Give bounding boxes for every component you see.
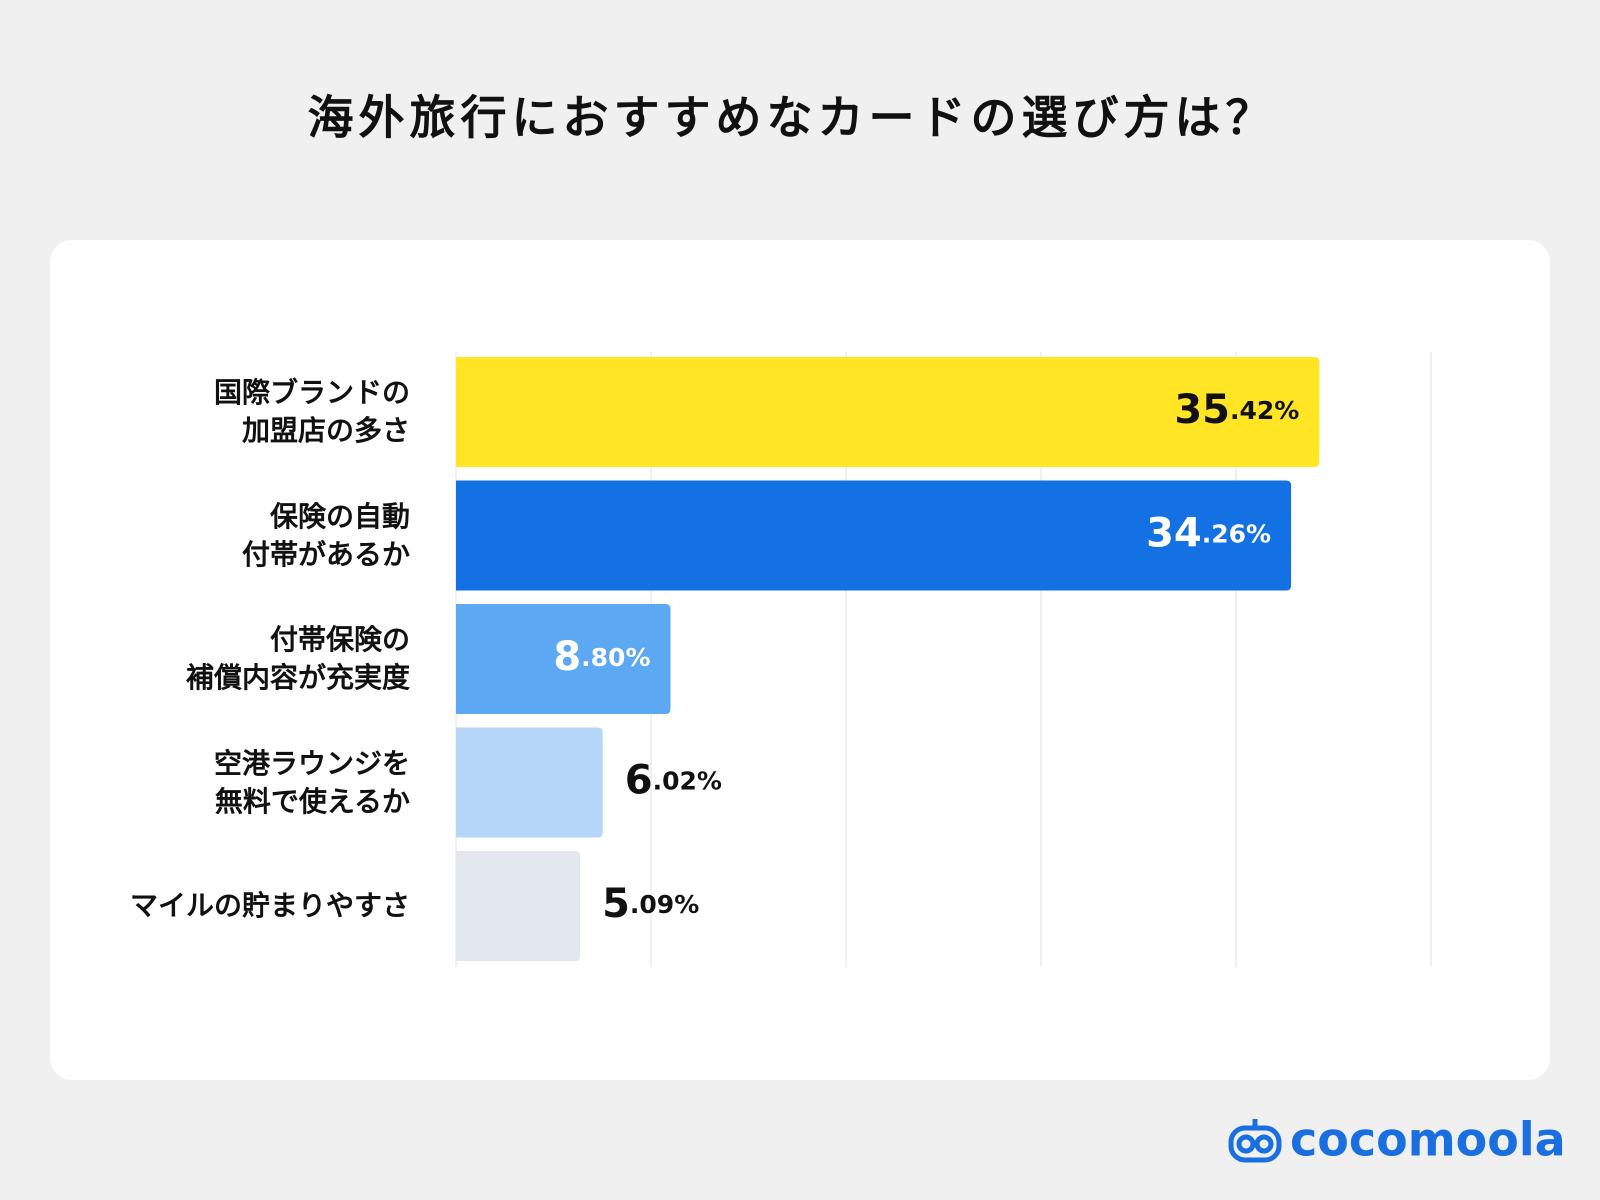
value-label: 35.42% bbox=[1174, 387, 1299, 433]
bar bbox=[456, 851, 581, 961]
category-label: 空港ラウンジを 無料で使えるか bbox=[213, 746, 410, 818]
bar bbox=[456, 727, 603, 838]
bar bbox=[456, 357, 1320, 467]
category-label: マイルの貯まりやすさ bbox=[129, 889, 410, 922]
value-label: 5.09% bbox=[602, 881, 699, 927]
category-label: 保険の自動 付帯があるか bbox=[241, 499, 410, 571]
value-label: 6.02% bbox=[625, 758, 722, 804]
bar bbox=[456, 604, 671, 714]
category-label: 付帯保険の 補償内容が充実度 bbox=[185, 623, 410, 694]
category-label: 国際ブランドの 加盟店の多さ bbox=[213, 376, 410, 447]
value-label: 8.80% bbox=[553, 634, 650, 680]
bar bbox=[456, 480, 1292, 591]
logo-icon bbox=[1228, 1119, 1282, 1163]
value-label: 34.26% bbox=[1146, 511, 1271, 557]
chart-title: 海外旅行におすすめなカードの選び方は？ bbox=[308, 91, 1277, 145]
logo-text: cocomoola bbox=[1290, 1113, 1566, 1167]
